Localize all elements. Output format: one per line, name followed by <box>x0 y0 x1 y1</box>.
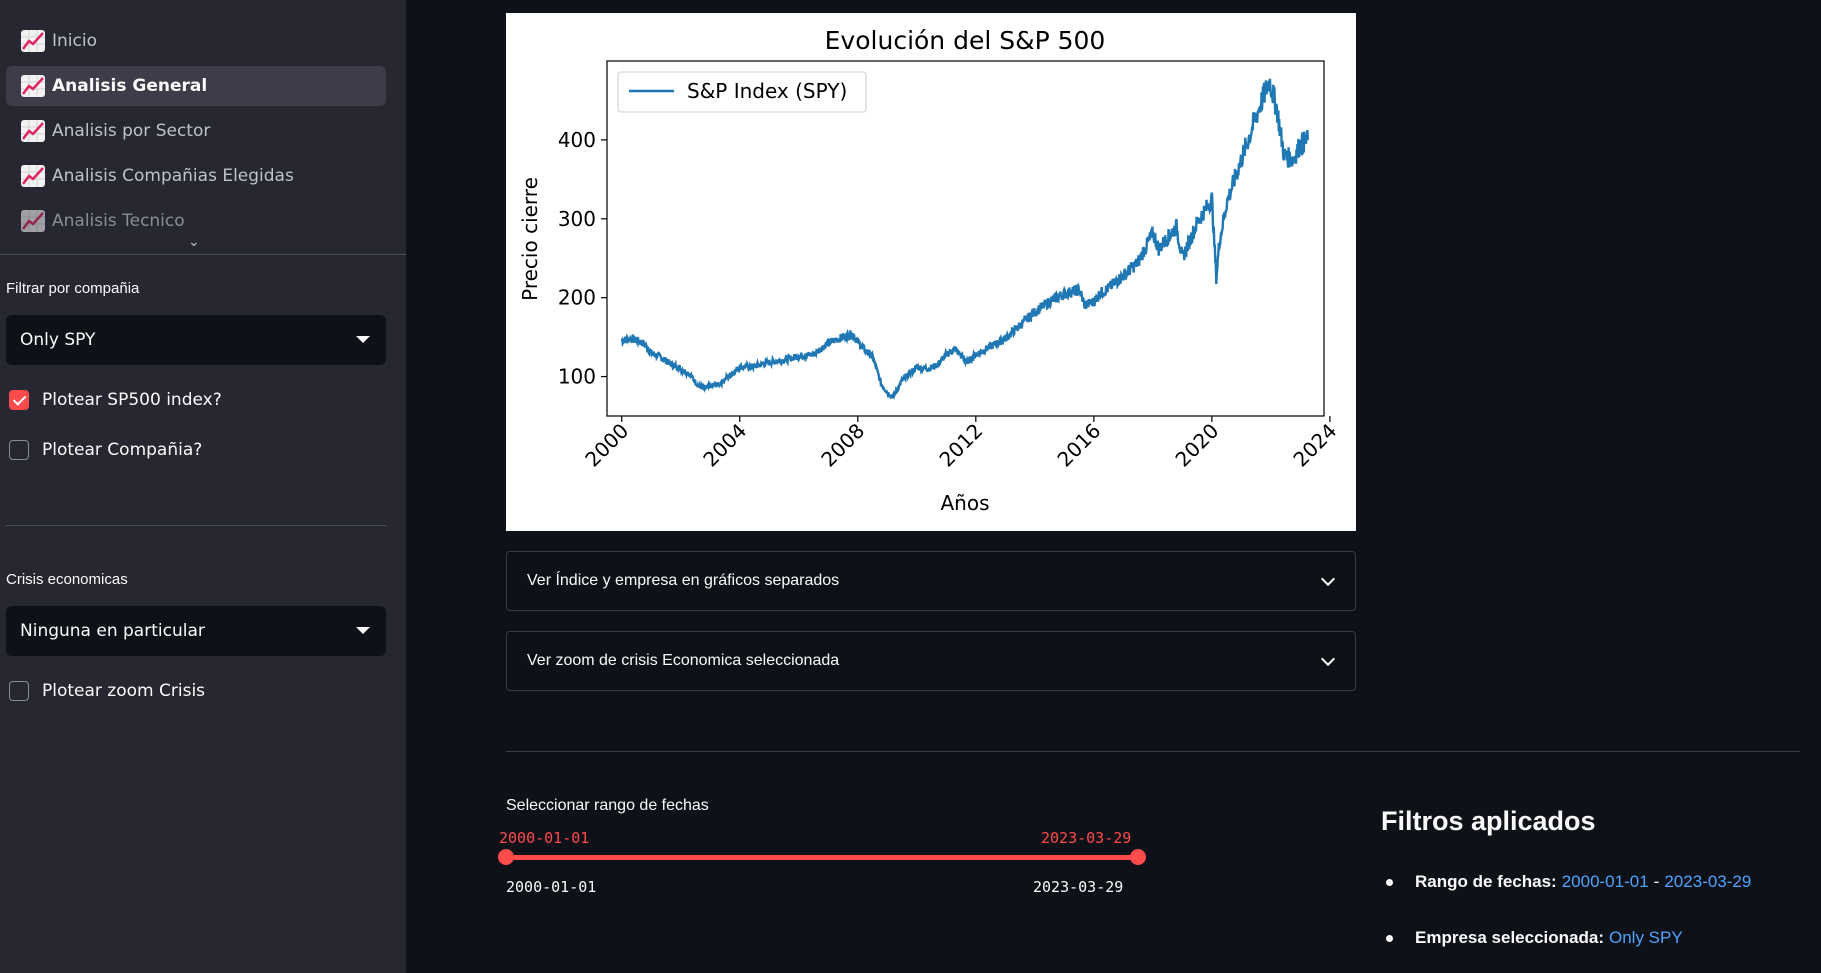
chart-title: Evolución del S&P 500 <box>825 26 1106 55</box>
caret-down-icon <box>356 336 370 343</box>
y-axis-label: Precio cierre <box>518 177 542 301</box>
filter-range-label: Rango de fechas: <box>1415 872 1557 891</box>
sp500-chart: Evolución del S&P 500 100 200 300 400 2000 2… <box>506 13 1356 531</box>
expander-crisis-zoom[interactable]: Ver zoom de crisis Economica seleccionad… <box>506 631 1356 691</box>
x-axis-ticks: 2000 2004 2008 2012 2016 2020 2024 <box>580 416 1341 472</box>
y-tick-label: 400 <box>558 128 596 152</box>
filter-company-label: Empresa seleccionada: <box>1415 928 1604 947</box>
slider-end-thumb[interactable] <box>1130 849 1146 865</box>
x-axis-label: Años <box>940 491 989 515</box>
checkbox-unchecked-icon[interactable] <box>9 681 29 701</box>
crisis-select-value: Ninguna en particular <box>20 621 205 641</box>
date-range-slider-track[interactable] <box>506 855 1138 860</box>
legend-entry: S&P Index (SPY) <box>687 79 847 103</box>
y-tick-label: 100 <box>558 365 596 389</box>
y-axis-ticks: 100 200 300 400 <box>558 128 607 389</box>
main-divider <box>506 751 1800 752</box>
checkbox-plot-company[interactable]: Plotear Compañia? <box>9 440 202 460</box>
slider-end-value: 2023-03-29 <box>1041 829 1132 847</box>
checkbox-label: Plotear Compañia? <box>42 440 203 460</box>
nav-label: Analisis por Sector <box>52 121 211 141</box>
chart-legend: S&P Index (SPY) <box>617 71 867 113</box>
chart-increasing-icon <box>21 165 45 187</box>
company-select[interactable]: Only SPY <box>6 315 386 365</box>
nav-item-analisis-por-sector[interactable]: Analisis por Sector <box>6 111 386 151</box>
filter-range-start: 2000-01-01 <box>1561 872 1649 891</box>
chart-increasing-icon <box>21 30 45 52</box>
checkbox-checked-icon[interactable] <box>9 390 29 410</box>
checkbox-unchecked-icon[interactable] <box>9 440 29 460</box>
filter-company-value: Only SPY <box>1608 928 1683 947</box>
expander-label: Ver Índice y empresa en gráficos separad… <box>527 572 840 589</box>
x-tick-label: 2020 <box>1170 419 1223 472</box>
slider-start-thumb[interactable] <box>498 849 514 865</box>
date-range-label: Seleccionar rango de fechas <box>506 797 709 814</box>
checkbox-label: Plotear SP500 index? <box>42 390 222 410</box>
expander-separate-charts[interactable]: Ver Índice y empresa en gráficos separad… <box>506 551 1356 611</box>
nav-label: Analisis Tecnico <box>52 211 185 231</box>
crisis-select[interactable]: Ninguna en particular <box>6 606 386 656</box>
sidebar-divider <box>0 254 406 255</box>
x-tick-label: 2008 <box>816 419 869 472</box>
filter-range-separator: - <box>1653 872 1660 891</box>
x-tick-label: 2004 <box>698 419 751 472</box>
x-tick-label: 2016 <box>1052 419 1105 472</box>
nav-label: Analisis General <box>52 76 208 96</box>
y-tick-label: 300 <box>558 207 596 231</box>
chevron-down-icon <box>1320 571 1336 587</box>
x-tick-label: 2012 <box>934 419 987 472</box>
slider-min-label: 2000-01-01 <box>506 878 597 896</box>
sidebar: Inicio Analisis General Analisis por Sec… <box>0 0 406 973</box>
bullet-icon <box>1386 878 1393 886</box>
nav-item-inicio[interactable]: Inicio <box>6 21 386 61</box>
chevron-down-icon[interactable]: ⌄ <box>188 234 200 250</box>
sidebar-divider <box>6 525 386 526</box>
plot-area <box>606 60 1325 417</box>
nav-item-analisis-tecnico[interactable]: Analisis Tecnico <box>6 201 386 241</box>
filters-title: Filtros aplicados <box>1381 806 1596 836</box>
x-tick-label: 2024 <box>1288 419 1341 472</box>
chart-increasing-icon <box>21 75 45 97</box>
nav-item-analisis-companias[interactable]: Analisis Compañias Elegidas <box>6 156 386 196</box>
checkbox-label: Plotear zoom Crisis <box>42 681 206 701</box>
checkbox-plot-sp500[interactable]: Plotear SP500 index? <box>9 390 222 410</box>
series-line-spy <box>620 78 1309 400</box>
chart-increasing-icon <box>21 210 45 232</box>
filter-date-range: Rango de fechas: 2000-01-01 - 2023-03-29 <box>1386 872 1751 892</box>
company-select-value: Only SPY <box>20 330 96 350</box>
chevron-down-icon <box>1320 651 1336 667</box>
filter-range-end: 2023-03-29 <box>1664 872 1752 891</box>
y-tick-label: 200 <box>558 286 596 310</box>
chart-increasing-icon <box>21 120 45 142</box>
slider-start-value: 2000-01-01 <box>499 829 590 847</box>
crisis-label: Crisis economicas <box>6 571 128 588</box>
company-filter-label: Filtrar por compañia <box>6 280 140 297</box>
caret-down-icon <box>356 627 370 634</box>
nav-item-analisis-general[interactable]: Analisis General <box>6 66 386 106</box>
filter-company: Empresa seleccionada: Only SPY <box>1386 928 1683 948</box>
checkbox-plot-zoom[interactable]: Plotear zoom Crisis <box>9 681 205 701</box>
bullet-icon <box>1386 934 1393 942</box>
x-tick-label: 2000 <box>580 419 633 472</box>
slider-max-label: 2023-03-29 <box>1033 878 1124 896</box>
nav-label: Analisis Compañias Elegidas <box>52 166 294 186</box>
expander-label: Ver zoom de crisis Economica seleccionad… <box>527 652 840 669</box>
nav-label: Inicio <box>52 31 97 51</box>
